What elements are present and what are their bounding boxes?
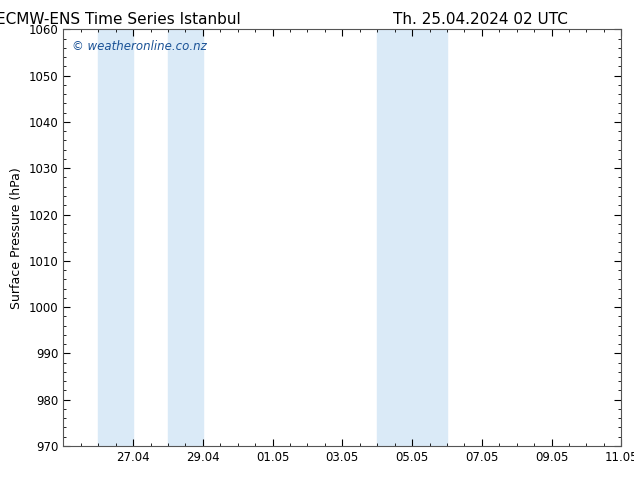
Bar — [412, 29, 447, 446]
Text: © weatheronline.co.nz: © weatheronline.co.nz — [72, 40, 207, 53]
Bar — [377, 29, 412, 446]
Text: ECMW-ENS Time Series Istanbul: ECMW-ENS Time Series Istanbul — [0, 12, 241, 27]
Bar — [168, 29, 203, 446]
Y-axis label: Surface Pressure (hPa): Surface Pressure (hPa) — [10, 167, 23, 309]
Text: Th. 25.04.2024 02 UTC: Th. 25.04.2024 02 UTC — [393, 12, 568, 27]
Bar — [98, 29, 133, 446]
